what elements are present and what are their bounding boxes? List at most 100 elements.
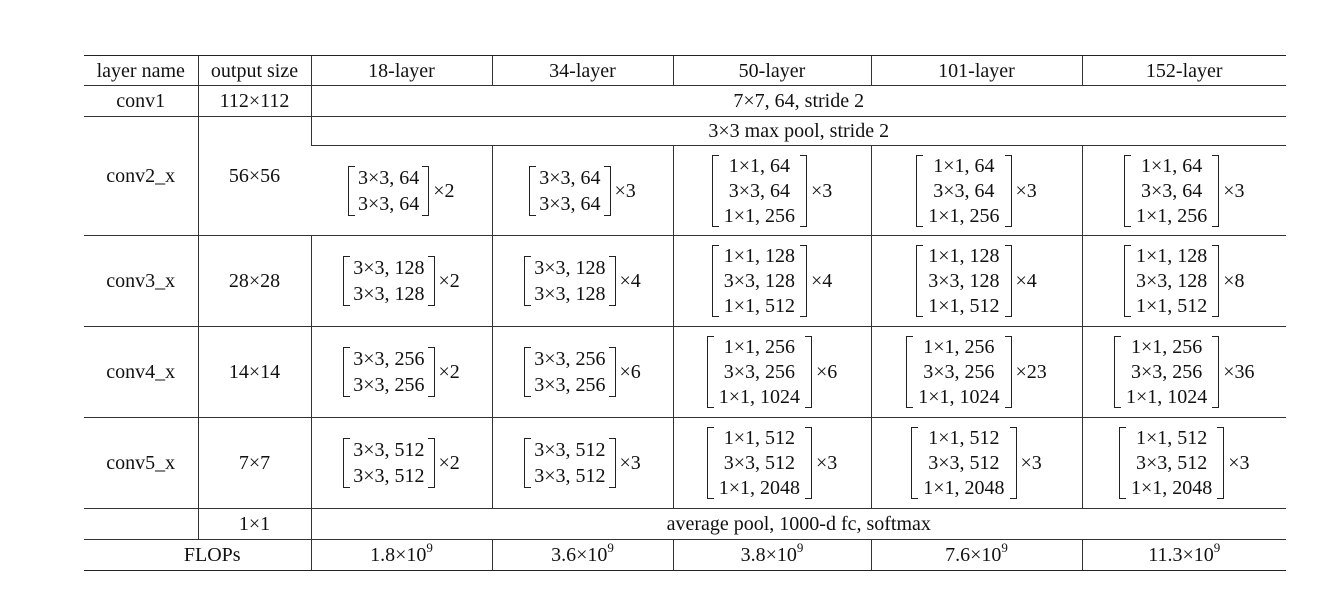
block-layer-spec: 3×3, 512 <box>534 465 606 487</box>
building-block: 1×1, 128 3×3, 128 1×1, 512 ×4 <box>916 245 1037 317</box>
flops-exponent: 9 <box>607 540 614 555</box>
conv1-row: conv1 112×112 7×7, 64, stride 2 <box>84 85 1286 117</box>
block-matrix: 1×1, 128 3×3, 128 1×1, 512 <box>711 245 808 317</box>
building-block: 1×1, 128 3×3, 128 1×1, 512 ×4 <box>711 245 833 317</box>
conv1-size: 112×112 <box>197 85 311 117</box>
block-multiplier: ×4 <box>811 270 833 292</box>
block-layer-spec: 1×1, 2048 <box>923 477 1005 499</box>
building-block: 3×3, 512 3×3, 512 ×3 <box>524 438 641 488</box>
block-multiplier: ×3 <box>1223 179 1245 202</box>
block-layer-spec: 3×3, 64 <box>728 179 790 202</box>
block-layer-spec: 3×3, 128 <box>723 270 795 292</box>
block-layer-spec: 3×3, 512 <box>353 439 425 461</box>
block-cell: 3×3, 256 3×3, 256 ×6 <box>491 326 673 418</box>
block-cell: 1×1, 256 3×3, 256 1×1, 1024 ×36 <box>1081 326 1286 418</box>
flops-exponent: 9 <box>426 540 433 555</box>
block-layer-spec: 1×1, 256 <box>1130 336 1203 358</box>
block-cell: 1×1, 512 3×3, 512 1×1, 2048 ×3 <box>672 417 871 509</box>
block-multiplier: ×2 <box>433 179 455 202</box>
block-layer-spec: 1×1, 512 <box>1135 295 1208 317</box>
block-layer-spec: 3×3, 512 <box>353 465 425 487</box>
block-layer-spec: 3×3, 512 <box>1135 452 1208 474</box>
block-multiplier: ×6 <box>816 361 838 383</box>
block-matrix: 1×1, 128 3×3, 128 1×1, 512 <box>916 245 1012 317</box>
stage-row: conv4_x 14×14 3×3, 256 3×3, 256 ×2 3×3, 256 3×… <box>84 326 1286 418</box>
stage-row: 3×3, 64 3×3, 64 ×2 3×3, 64 3×3, 64 ×3 1×1, 64 3… <box>84 145 1286 236</box>
block-layer-spec: 1×1, 256 <box>928 204 1000 227</box>
block-layer-spec: 3×3, 128 <box>353 257 425 279</box>
block-matrix: 1×1, 64 3×3, 64 1×1, 256 <box>916 154 1012 227</box>
block-multiplier: ×3 <box>619 452 641 474</box>
max-pool-spec: 3×3 max pool, stride 2 <box>310 116 1286 146</box>
building-block: 1×1, 256 3×3, 256 1×1, 1024 ×6 <box>706 336 838 408</box>
block-cell: 3×3, 512 3×3, 512 ×3 <box>491 417 673 509</box>
block-matrix: 1×1, 512 3×3, 512 1×1, 2048 <box>911 427 1017 499</box>
stage-name: conv2_x <box>84 116 198 236</box>
building-block: 1×1, 64 3×3, 64 1×1, 256 ×3 <box>1123 154 1245 227</box>
block-layer-spec: 3×3, 128 <box>534 257 606 279</box>
stage-row: conv5_x 7×7 3×3, 512 3×3, 512 ×2 3×3, 512 3×3,… <box>84 417 1286 509</box>
flops-exponent: 9 <box>1001 540 1008 555</box>
block-layer-spec: 3×3, 64 <box>933 179 995 202</box>
building-block: 1×1, 512 3×3, 512 1×1, 2048 ×3 <box>911 427 1042 499</box>
block-multiplier: ×3 <box>811 179 833 202</box>
block-layer-spec: 1×1, 512 <box>928 427 1000 449</box>
block-cell: 3×3, 64 3×3, 64 ×2 <box>311 145 492 236</box>
block-layer-spec: 1×1, 1024 <box>1125 386 1208 408</box>
building-block: 1×1, 64 3×3, 64 1×1, 256 ×3 <box>916 154 1037 227</box>
header-18-layer: 18-layer <box>310 55 492 86</box>
final-row: 1×1 average pool, 1000-d fc, softmax <box>84 508 1286 540</box>
block-matrix: 3×3, 64 3×3, 64 <box>529 165 611 216</box>
final-size: 1×1 <box>197 508 311 540</box>
header-row: layer name output size 18-layer 34-layer… <box>84 55 1286 86</box>
block-layer-spec: 1×1, 64 <box>728 154 790 177</box>
stage-size: 56×56 <box>197 116 311 236</box>
block-layer-spec: 3×3, 64 <box>357 192 420 215</box>
building-block: 1×1, 64 3×3, 64 1×1, 256 ×3 <box>711 154 833 227</box>
block-multiplier: ×6 <box>619 361 641 383</box>
block-layer-spec: 3×3, 256 <box>353 374 425 396</box>
header-layer-name: layer name <box>84 55 198 86</box>
flops-row: FLOPs 1.8×109 3.6×109 3.8×109 7.6×109 11… <box>84 539 1286 571</box>
conv2-pool-row: conv2_x 56×56 3×3 max pool, stride 2 <box>84 116 1286 236</box>
building-block: 1×1, 512 3×3, 512 1×1, 2048 ×3 <box>1118 427 1250 499</box>
building-block: 3×3, 128 3×3, 128 ×2 <box>343 256 460 306</box>
block-matrix: 3×3, 512 3×3, 512 <box>524 438 616 488</box>
block-layer-spec: 3×3, 64 <box>357 166 420 189</box>
block-layer-spec: 3×3, 256 <box>353 348 425 370</box>
stage-size: 28×28 <box>197 235 311 327</box>
block-layer-spec: 1×1, 1024 <box>718 386 800 408</box>
block-layer-spec: 1×1, 256 <box>923 336 995 358</box>
block-cell: 1×1, 512 3×3, 512 1×1, 2048 ×3 <box>870 417 1082 509</box>
block-layer-spec: 1×1, 512 <box>928 295 1000 317</box>
block-layer-spec: 3×3, 512 <box>534 439 606 461</box>
block-layer-spec: 1×1, 2048 <box>1130 477 1213 499</box>
block-matrix: 1×1, 64 3×3, 64 1×1, 256 <box>1123 154 1220 227</box>
building-block: 3×3, 256 3×3, 256 ×6 <box>524 347 641 397</box>
block-layer-spec: 3×3, 64 <box>539 166 601 189</box>
final-name <box>84 508 198 540</box>
final-spec: average pool, 1000-d fc, softmax <box>310 508 1286 540</box>
header-output-size: output size <box>197 55 311 86</box>
block-layer-spec: 3×3, 512 <box>928 452 1000 474</box>
flops-value: 1.8×109 <box>310 539 492 571</box>
stage-row: conv3_x 28×28 3×3, 128 3×3, 128 ×2 3×3, 128 3×… <box>84 235 1286 327</box>
block-matrix: 1×1, 256 3×3, 256 1×1, 1024 <box>1113 336 1220 408</box>
block-cell: 3×3, 512 3×3, 512 ×2 <box>310 417 492 509</box>
block-multiplier: ×4 <box>1015 270 1037 292</box>
block-layer-spec: 3×3, 256 <box>923 361 995 383</box>
block-multiplier: ×36 <box>1223 361 1255 383</box>
block-multiplier: ×2 <box>438 270 460 292</box>
block-multiplier: ×3 <box>816 452 838 474</box>
block-layer-spec: 1×1, 128 <box>1135 245 1208 267</box>
block-multiplier: ×4 <box>619 270 641 292</box>
block-multiplier: ×3 <box>1020 452 1042 474</box>
flops-value: 7.6×109 <box>870 539 1082 571</box>
block-layer-spec: 3×3, 64 <box>1140 179 1203 202</box>
block-layer-spec: 1×1, 128 <box>928 245 1000 267</box>
block-multiplier: ×23 <box>1015 361 1047 383</box>
flops-exponent: 9 <box>796 540 804 555</box>
building-block: 1×1, 512 3×3, 512 1×1, 2048 ×3 <box>706 427 838 499</box>
flops-value: 3.8×109 <box>672 539 871 571</box>
block-layer-spec: 1×1, 1024 <box>918 386 1000 408</box>
